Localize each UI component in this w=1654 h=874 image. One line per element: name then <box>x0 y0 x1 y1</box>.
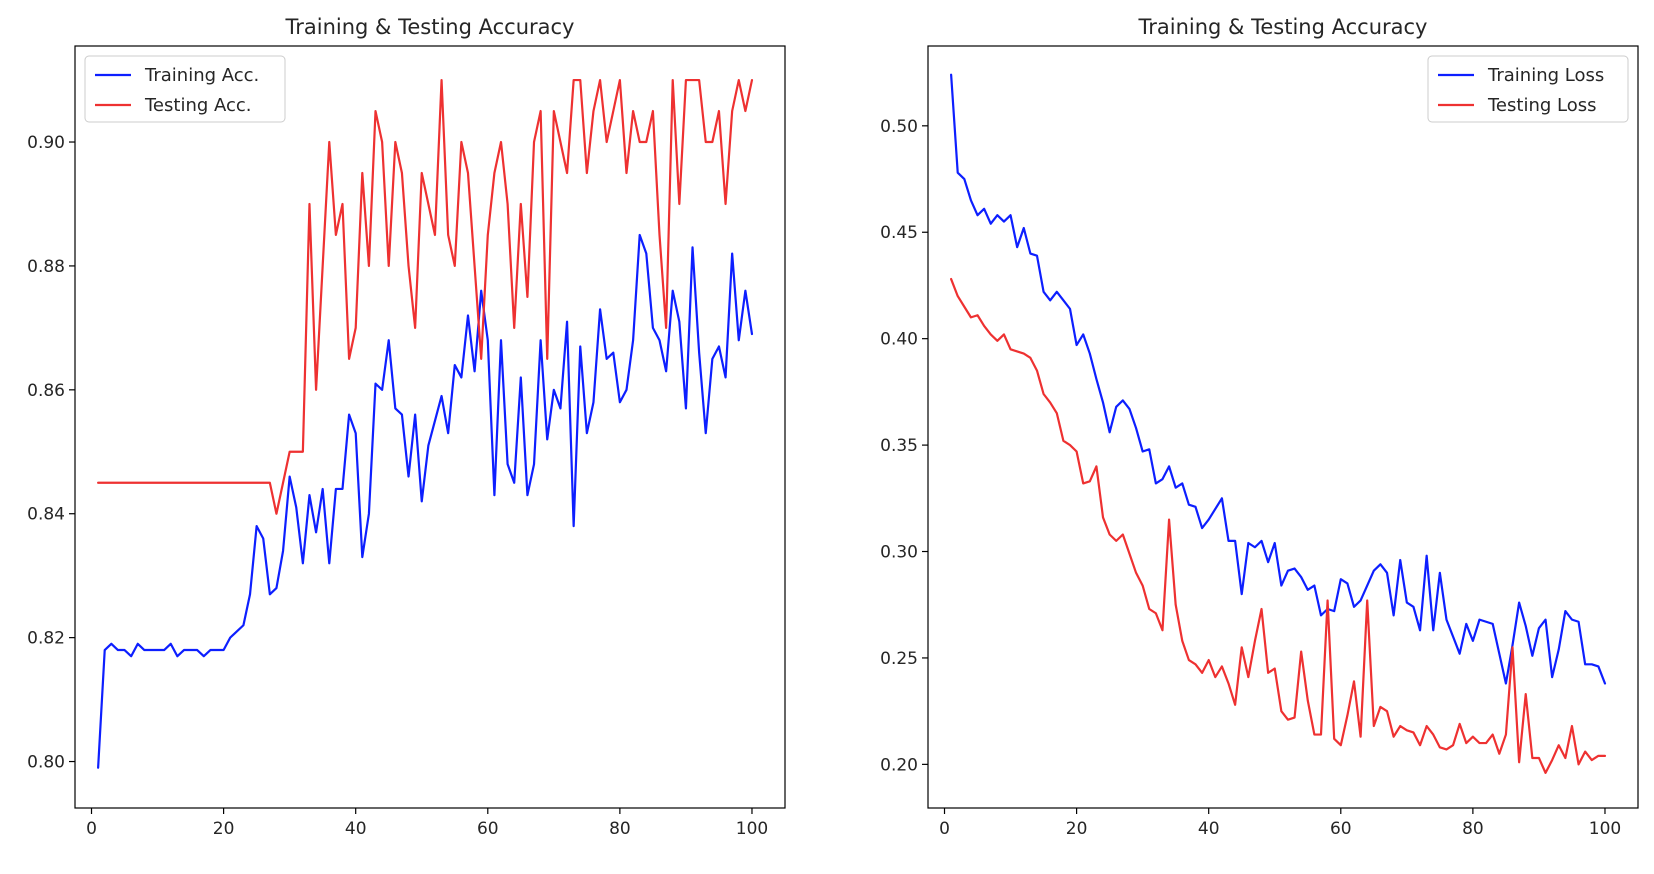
y-tick-label: 0.35 <box>880 436 918 456</box>
y-tick-label: 0.84 <box>27 505 65 525</box>
x-tick-label: 100 <box>1589 819 1621 839</box>
y-tick-label: 0.88 <box>27 257 65 277</box>
y-tick-label: 0.45 <box>880 223 918 243</box>
x-tick-label: 60 <box>477 819 499 839</box>
x-tick-label: 100 <box>736 819 768 839</box>
x-tick-label: 80 <box>609 819 631 839</box>
x-tick-label: 40 <box>345 819 367 839</box>
series-line-training-acc <box>97 233 754 769</box>
series-line-testing-acc <box>97 78 754 515</box>
series-line-training-loss <box>950 73 1607 685</box>
x-tick-label: 40 <box>1198 819 1220 839</box>
x-tick-label: 20 <box>213 819 235 839</box>
loss-chart: Training & Testing Accuracy 0 20 40 60 80 100… <box>880 15 1639 839</box>
legend-box <box>84 55 286 123</box>
legend-label-training-acc: Training Acc. <box>144 65 259 86</box>
y-tick-label: 0.86 <box>27 381 65 401</box>
y-tick-label: 0.90 <box>27 133 65 153</box>
legend: Training Acc. Testing Acc. <box>84 55 286 123</box>
legend-label-training-loss: Training Loss <box>1487 65 1604 86</box>
y-tick-label: 0.82 <box>27 629 65 649</box>
chart-title: Training & Testing Accuracy <box>285 15 575 39</box>
y-tick-label: 0.25 <box>880 649 918 669</box>
y-tick-label: 0.50 <box>880 117 918 137</box>
chart-title: Training & Testing Accuracy <box>1138 15 1428 39</box>
x-tick-label: 0 <box>86 819 97 839</box>
legend-label-testing-loss: Testing Loss <box>1487 95 1596 116</box>
x-tick-label: 60 <box>1330 819 1352 839</box>
x-tick-label: 20 <box>1066 819 1088 839</box>
y-tick-label: 0.80 <box>27 753 65 773</box>
accuracy-chart: Training & Testing Accuracy 0 20 40 60 80 100… <box>27 15 786 839</box>
legend-box <box>1427 55 1629 123</box>
x-tick-label: 0 <box>939 819 950 839</box>
legend-label-testing-acc: Testing Acc. <box>144 95 252 116</box>
y-tick-label: 0.30 <box>880 543 918 563</box>
plot-area-frame <box>927 45 1639 809</box>
y-tick-label: 0.40 <box>880 330 918 350</box>
y-tick-label: 0.20 <box>880 755 918 775</box>
plot-area-frame <box>74 45 786 809</box>
legend: Training Loss Testing Loss <box>1427 55 1629 123</box>
x-tick-label: 80 <box>1462 819 1484 839</box>
series-line-testing-loss <box>950 277 1607 774</box>
